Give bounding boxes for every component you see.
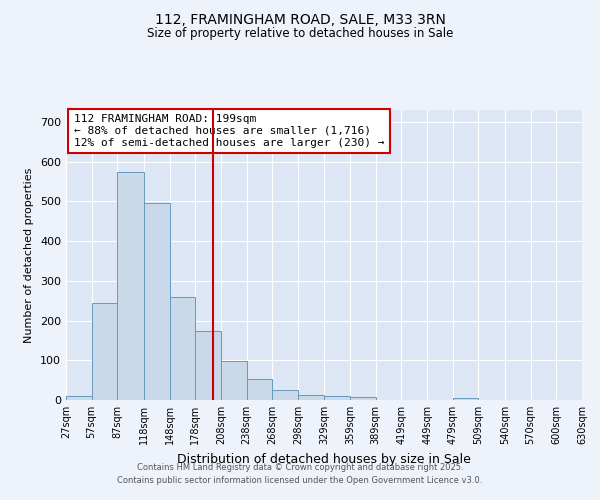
Bar [221,362,247,400]
Bar [247,380,272,400]
Bar [66,396,92,400]
Bar [298,395,325,400]
Bar [325,396,350,400]
Bar [170,296,195,400]
Bar [195,332,221,400]
Y-axis label: Number of detached properties: Number of detached properties [25,168,34,342]
Bar [118,172,144,400]
Bar [272,390,298,400]
Bar [144,202,170,400]
Text: 112 FRAMINGHAM ROAD: 199sqm
← 88% of detached houses are smaller (1,716)
12% of : 112 FRAMINGHAM ROAD: 199sqm ← 88% of det… [74,114,384,148]
Text: Size of property relative to detached houses in Sale: Size of property relative to detached ho… [147,28,453,40]
Bar [350,397,376,400]
Text: 112, FRAMINGHAM ROAD, SALE, M33 3RN: 112, FRAMINGHAM ROAD, SALE, M33 3RN [155,12,445,26]
Text: Contains public sector information licensed under the Open Government Licence v3: Contains public sector information licen… [118,476,482,485]
Bar [92,304,118,400]
Bar [453,398,478,400]
X-axis label: Distribution of detached houses by size in Sale: Distribution of detached houses by size … [177,452,471,466]
Text: Contains HM Land Registry data © Crown copyright and database right 2025.: Contains HM Land Registry data © Crown c… [137,464,463,472]
